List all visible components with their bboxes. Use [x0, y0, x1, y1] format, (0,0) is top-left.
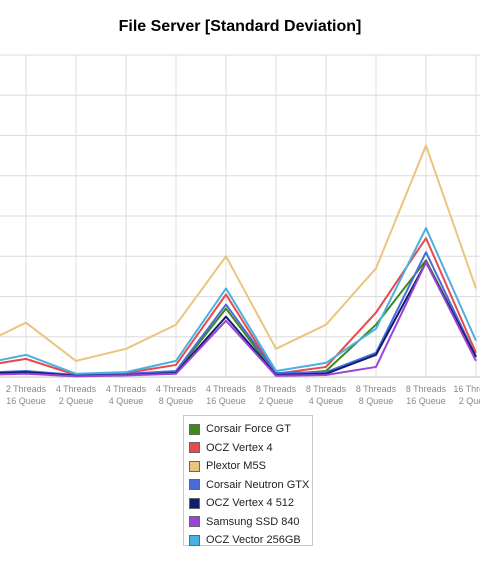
legend-label: Samsung SSD 840 — [206, 515, 300, 528]
legend-item: Plextor M5S — [189, 457, 312, 476]
series-line-ocz-vertex-4 — [0, 237, 477, 376]
legend-item: OCZ Vertex 4 — [189, 439, 312, 458]
series-line-samsung-ssd-840 — [0, 261, 477, 378]
legend-item: OCZ Vector 256GB — [189, 531, 312, 550]
legend-label: Plextor M5S — [206, 460, 266, 473]
legend-item: OCZ Vertex 4 512 — [189, 494, 312, 513]
legend-label: OCZ Vector 256GB — [206, 534, 301, 547]
x-tick-label: 4 Threads — [206, 384, 247, 394]
legend-swatch — [189, 516, 200, 528]
legend-swatch — [189, 534, 200, 546]
legend-label: OCZ Vertex 4 512 — [206, 497, 295, 510]
series-line-plextor-m5s — [0, 144, 477, 362]
legend-label: Corsair Neutron GTX — [206, 478, 310, 491]
x-tick-label: 4 Queue — [109, 396, 144, 406]
legend-label: Corsair Force GT — [206, 423, 291, 436]
legend-swatch — [189, 497, 200, 509]
series-line-ocz-vector-256gb — [0, 227, 477, 375]
legend-item: Samsung SSD 840 — [189, 513, 312, 532]
legend-swatch — [189, 479, 200, 491]
x-tick-label: 4 Threads — [56, 384, 97, 394]
x-tick-label: 8 Queue — [159, 396, 194, 406]
x-tick-label: 16 Queue — [406, 396, 446, 406]
x-tick-label: 16 Threads — [453, 384, 480, 394]
x-tick-label: 8 Threads — [356, 384, 397, 394]
x-tick-label: 2 Threads — [6, 384, 47, 394]
x-tick-label: 2 Queue — [59, 396, 94, 406]
x-tick-label: 8 Threads — [256, 384, 297, 394]
legend-swatch — [189, 423, 200, 435]
x-tick-label: 16 Queue — [6, 396, 46, 406]
x-tick-label: 4 Threads — [156, 384, 197, 394]
legend-label: OCZ Vertex 4 — [206, 441, 273, 454]
x-tick-label: 4 Queue — [309, 396, 344, 406]
x-tick-label: 16 Queue — [206, 396, 246, 406]
legend-item: Corsair Force GT — [189, 420, 312, 439]
legend-swatch — [189, 460, 200, 472]
x-tick-label: 8 Queue — [359, 396, 394, 406]
x-tick-label: 8 Threads — [406, 384, 447, 394]
x-tick-label: 8 Threads — [306, 384, 347, 394]
x-tick-label: 4 Threads — [106, 384, 147, 394]
chart-title: File Server [Standard Deviation] — [118, 18, 362, 35]
x-tick-label: 2 Queue — [259, 396, 294, 406]
legend-item: Corsair Neutron GTX — [189, 476, 312, 495]
legend: Corsair Force GT OCZ Vertex 4 Plextor M5S C… — [183, 415, 313, 546]
legend-swatch — [189, 442, 200, 454]
x-tick-label: 2 Queue — [459, 396, 480, 406]
